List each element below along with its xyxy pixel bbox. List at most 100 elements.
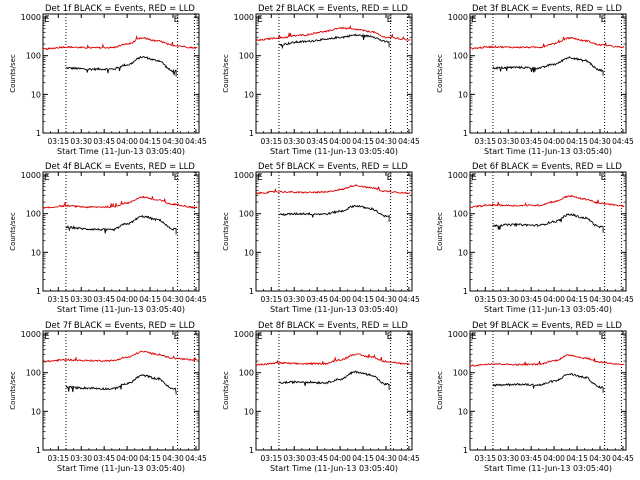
x-tick-label: 03:15 (47, 137, 69, 146)
x-axis-label: Start Time (11-Jun-13 03:05:40) (484, 464, 612, 473)
x-tick-label: 03:45 (306, 137, 328, 146)
x-tick-label: 03:45 (520, 454, 542, 463)
x-tick-label: 04:00 (329, 137, 351, 146)
y-tick-label: 10 (244, 90, 254, 99)
y-tick-label: 1 (249, 287, 254, 296)
y-tick-label: 100 (239, 369, 254, 378)
x-tick-label: 04:15 (566, 454, 588, 463)
x-tick-label: 04:00 (543, 454, 565, 463)
y-tick-label: 1 (36, 446, 41, 455)
lld-series-line (42, 195, 198, 210)
x-tick-label: 03:45 (306, 295, 328, 304)
y-tick-label: 1000 (448, 330, 468, 339)
x-tick-label: 03:45 (93, 137, 115, 146)
x-axis-label: Start Time (11-Jun-13 03:05:40) (484, 147, 612, 156)
events-series-line (492, 213, 604, 233)
corner-marker-label: E (174, 173, 180, 183)
x-tick-label: 03:30 (283, 454, 305, 463)
x-tick-label: 04:45 (612, 454, 634, 463)
y-tick-label: 10 (458, 248, 468, 257)
x-axis-label: Start Time (11-Jun-13 03:05:40) (484, 305, 612, 314)
plot-frame (42, 171, 200, 292)
corner-marker-label: E (471, 15, 477, 25)
plot-frame (469, 330, 627, 451)
x-axis-label: Start Time (11-Jun-13 03:05:40) (270, 464, 398, 473)
x-tick-label: 03:30 (497, 137, 519, 146)
corner-marker-label: E (257, 173, 263, 183)
y-tick-label: 10 (458, 407, 468, 416)
plot-frame (255, 171, 413, 292)
corner-marker-label: E (471, 332, 477, 342)
lld-series-line (42, 34, 198, 51)
panel-title: Det 8f BLACK = Events, RED = LLD (258, 321, 408, 331)
corner-marker-label: E (387, 173, 393, 183)
panel-title: Det 7f BLACK = Events, RED = LLD (45, 321, 195, 331)
plot-frame (255, 330, 413, 451)
x-tick-label: 04:30 (589, 137, 611, 146)
x-tick-label: 04:30 (162, 454, 184, 463)
panel-title: Det 5f BLACK = Events, RED = LLD (258, 162, 408, 172)
detector-panel: Det 3f BLACK = Events, RED = LLD 1 10 100 10… (436, 4, 634, 156)
x-axis-label: Start Time (11-Jun-13 03:05:40) (270, 305, 398, 314)
x-tick-label: 03:30 (70, 295, 92, 304)
x-tick-label: 03:30 (283, 295, 305, 304)
y-tick-label: 1 (463, 287, 468, 296)
plot-frame (469, 13, 627, 134)
events-series-line (492, 56, 604, 76)
y-tick-label: 1 (36, 129, 41, 138)
events-series-line (65, 55, 177, 77)
corner-marker-label: E (257, 332, 263, 342)
events-series-line (492, 373, 604, 393)
x-tick-label: 04:15 (139, 454, 161, 463)
events-series-line (278, 370, 390, 390)
x-tick-label: 04:30 (375, 295, 397, 304)
x-tick-label: 04:15 (352, 454, 374, 463)
y-tick-label: 1000 (234, 171, 254, 180)
y-tick-label: 100 (239, 52, 254, 61)
y-axis-label: Counts/sec (436, 212, 444, 251)
corner-marker-label: E (174, 332, 180, 342)
corner-marker-label: E (471, 173, 477, 183)
y-tick-label: 100 (453, 52, 468, 61)
y-axis-label: Counts/sec (436, 54, 444, 93)
corner-marker-label: E (44, 15, 50, 25)
events-series-line (278, 204, 390, 222)
plot-frame (42, 330, 200, 451)
x-tick-label: 03:15 (474, 137, 496, 146)
corner-marker-label: E (257, 15, 263, 25)
y-tick-label: 1000 (21, 171, 41, 180)
x-tick-label: 04:15 (566, 137, 588, 146)
detector-panel: Det 6f BLACK = Events, RED = LLD 1 10 100 10… (436, 162, 634, 314)
y-tick-label: 10 (31, 248, 41, 257)
detector-panel: Det 5f BLACK = Events, RED = LLD 1 10 100 10… (222, 162, 420, 314)
y-tick-label: 1 (463, 129, 468, 138)
y-tick-label: 1 (249, 129, 254, 138)
y-tick-label: 1000 (234, 13, 254, 22)
y-axis-label: Counts/sec (436, 371, 444, 410)
y-tick-label: 100 (239, 210, 254, 219)
lld-series-line (255, 24, 411, 41)
events-series-line (278, 33, 390, 50)
x-tick-label: 04:45 (185, 137, 207, 146)
x-tick-label: 03:15 (47, 454, 69, 463)
y-tick-label: 10 (244, 407, 254, 416)
x-tick-label: 04:15 (139, 137, 161, 146)
x-tick-label: 03:15 (260, 454, 282, 463)
y-tick-label: 100 (453, 369, 468, 378)
x-tick-label: 04:00 (116, 137, 138, 146)
x-axis-label: Start Time (11-Jun-13 03:05:40) (57, 147, 185, 156)
x-tick-label: 04:00 (116, 295, 138, 304)
x-tick-label: 04:45 (185, 295, 207, 304)
x-tick-label: 03:45 (520, 137, 542, 146)
corner-marker-label: E (387, 332, 393, 342)
detector-panel: Det 2f BLACK = Events, RED = LLD 1 10 100 10… (222, 4, 420, 156)
x-tick-label: 03:15 (474, 295, 496, 304)
detector-panel: Det 9f BLACK = Events, RED = LLD 1 10 100 10… (436, 321, 634, 473)
events-series-line (65, 214, 177, 235)
x-tick-label: 04:45 (612, 295, 634, 304)
y-tick-label: 1 (36, 287, 41, 296)
x-tick-label: 04:00 (543, 137, 565, 146)
lld-series-line (469, 354, 625, 368)
y-tick-label: 1000 (234, 330, 254, 339)
